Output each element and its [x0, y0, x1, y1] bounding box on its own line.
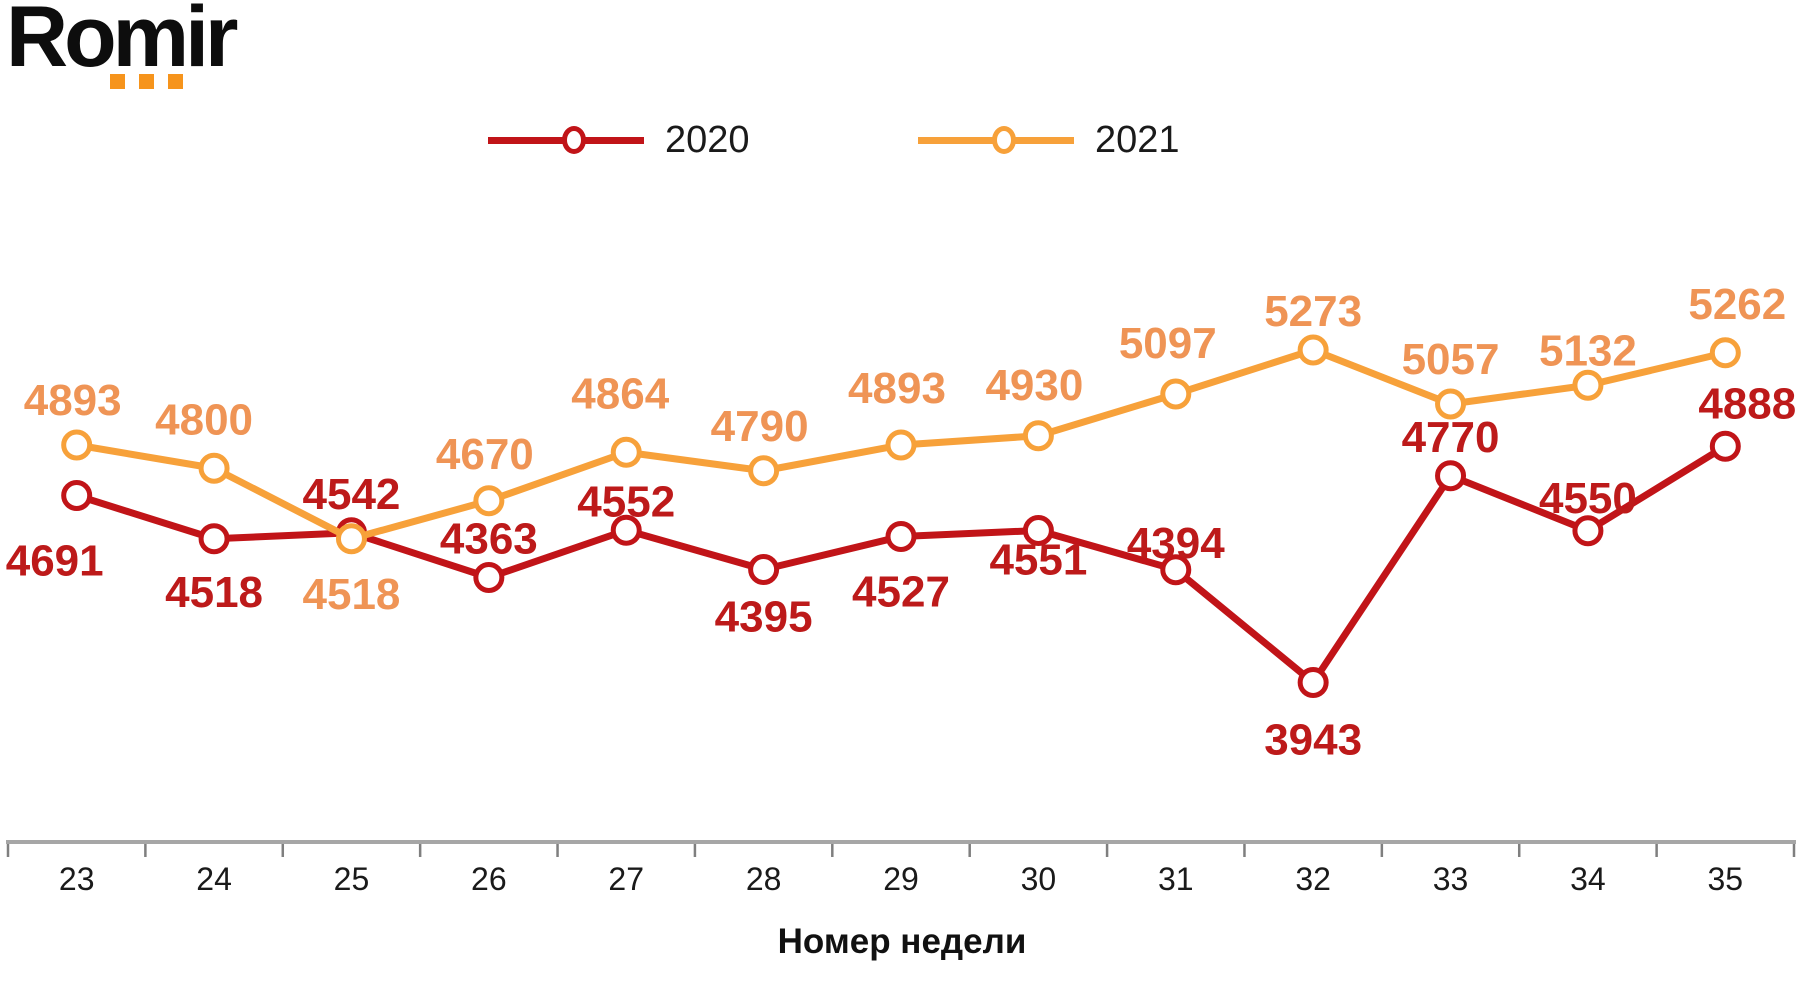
data-point-label-2020: 4527 [852, 568, 950, 617]
data-point-label-2020: 4394 [1127, 519, 1225, 568]
data-point-marker-2021 [1435, 388, 1467, 420]
data-point-marker-2020 [1709, 430, 1741, 462]
data-point-marker-2021 [61, 429, 93, 461]
x-axis-label: 27 [608, 861, 644, 897]
data-point-label-2021: 4893 [848, 364, 946, 413]
data-point-marker-2021 [335, 523, 367, 555]
data-point-label-2021: 4518 [303, 570, 401, 619]
data-point-label-2021: 4800 [155, 395, 253, 444]
x-axis-label: 28 [746, 861, 782, 897]
data-point-label-2021: 5057 [1402, 335, 1500, 384]
data-point-marker-2020 [61, 480, 93, 511]
data-point-label-2020: 4518 [165, 568, 263, 617]
data-point-marker-2021 [1297, 334, 1329, 366]
legend-marker-2021 [992, 125, 1016, 154]
data-point-label-2021: 5132 [1539, 326, 1637, 375]
data-point-label-2020: 4551 [989, 536, 1087, 585]
legend-line-2020-swatch [488, 125, 644, 154]
x-axis-label: 33 [1433, 861, 1469, 897]
legend-marker-2020 [562, 125, 586, 154]
data-point-marker-2021 [1572, 369, 1604, 401]
x-axis-label: 24 [196, 861, 232, 897]
data-point-label-2020: 4552 [577, 477, 675, 526]
data-point-marker-2021 [748, 455, 780, 487]
logo-dot [110, 74, 125, 89]
data-point-marker-2021 [1709, 337, 1741, 369]
romir-logo: Romir [6, 0, 238, 89]
x-axis-label: 32 [1295, 861, 1331, 897]
legend-line-2021-swatch [918, 125, 1074, 154]
data-point-label-2020: 4770 [1402, 413, 1500, 462]
data-point-label-2021: 4864 [571, 369, 669, 418]
x-axis-label: 31 [1158, 861, 1194, 897]
data-point-marker-2020 [1435, 460, 1467, 492]
data-point-label-2021: 4930 [985, 361, 1083, 410]
x-axis-label: 35 [1708, 861, 1744, 897]
legend-item-2020: 2020 [488, 118, 750, 162]
legend-item-2021: 2021 [918, 118, 1180, 162]
data-point-marker-2020 [1572, 515, 1604, 547]
data-point-marker-2020 [198, 523, 230, 555]
data-point-marker-2020 [1022, 515, 1054, 546]
data-point-label-2021: 5262 [1688, 280, 1786, 329]
data-point-marker-2021 [198, 452, 230, 484]
x-axis-label: 26 [471, 861, 507, 897]
x-axis-label: 34 [1570, 861, 1606, 897]
data-point-marker-2021 [473, 485, 505, 517]
x-axis-label: 25 [334, 861, 370, 897]
romir-logo-text: Romir [6, 0, 238, 85]
data-point-label-2020: 4550 [1539, 474, 1637, 523]
data-point-label-2020: 4691 [6, 537, 104, 586]
legend-label-2020: 2020 [665, 119, 750, 161]
x-axis-title: Номер недели [777, 922, 1027, 961]
data-point-marker-2021 [1022, 420, 1054, 452]
data-point-label-2020: 3943 [1264, 716, 1362, 765]
data-point-label-2021: 5273 [1264, 287, 1362, 336]
x-axis-label: 29 [883, 861, 919, 897]
data-point-label-2021: 5097 [1119, 319, 1217, 368]
data-point-label-2020: 4363 [440, 515, 538, 564]
data-point-marker-2020 [610, 514, 642, 546]
x-axis-label: 30 [1021, 861, 1057, 897]
data-point-label-2021: 4893 [24, 376, 122, 425]
logo-dot [168, 74, 183, 89]
romir-logo-dots [110, 74, 197, 89]
data-point-marker-2021 [610, 436, 642, 468]
data-point-label-2021: 4670 [436, 430, 534, 479]
data-point-marker-2020 [473, 562, 505, 593]
x-axis-label: 23 [59, 861, 95, 897]
data-point-marker-2021 [885, 429, 917, 461]
logo-dot [139, 74, 154, 89]
data-point-marker-2020 [885, 521, 917, 552]
legend-label-2021: 2021 [1095, 119, 1180, 161]
data-point-marker-2021 [1160, 378, 1192, 410]
data-point-marker-2020 [748, 554, 780, 585]
data-point-label-2021: 4790 [711, 402, 809, 451]
data-point-marker-2020 [1297, 667, 1329, 698]
data-point-label-2020: 4888 [1698, 379, 1796, 428]
data-point-marker-2020 [1160, 554, 1192, 586]
data-point-label-2020: 4395 [715, 593, 813, 642]
data-point-label-2020: 4542 [303, 470, 401, 519]
